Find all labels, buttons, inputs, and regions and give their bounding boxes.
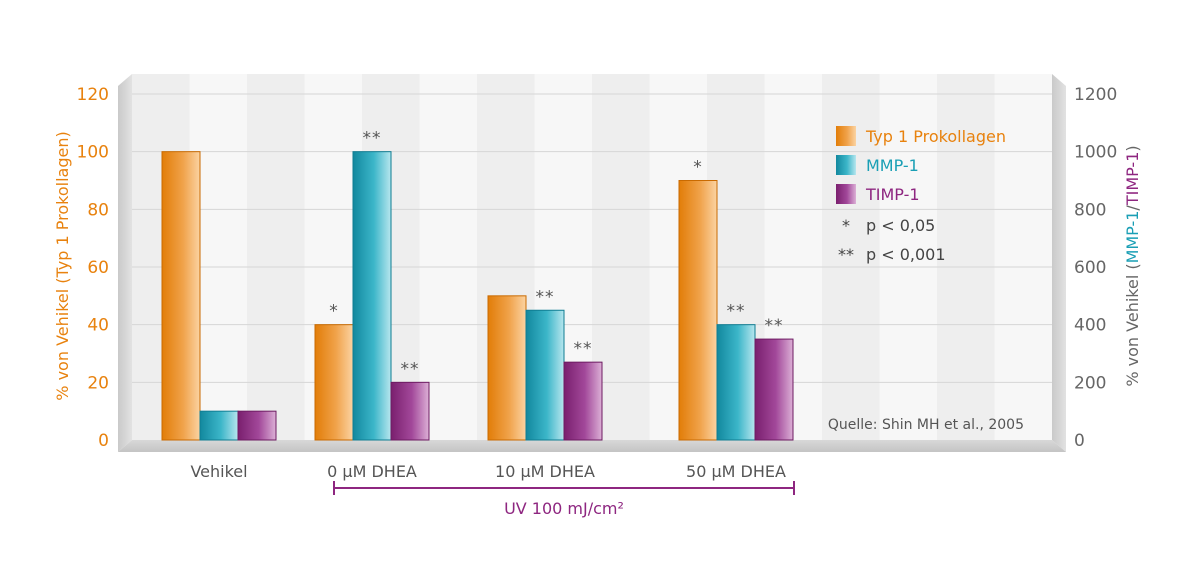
plot-stripe: [879, 74, 937, 440]
significance-marker: *: [693, 158, 703, 178]
plot-stripe: [937, 74, 995, 440]
bars: [161, 151, 794, 441]
left-tick-label: 80: [87, 200, 109, 220]
legend-sig-text-2: p < 0,001: [866, 245, 946, 264]
bar-mmp1: [716, 324, 756, 441]
legend-swatch-timp1: [836, 184, 856, 204]
significance-marker: **: [363, 129, 382, 149]
significance-marker: **: [536, 287, 555, 307]
gridlines: [132, 93, 1052, 383]
left-tick-label: 60: [87, 258, 109, 278]
left-wall: [118, 74, 132, 452]
legend-label-mmp1: MMP-1: [866, 156, 919, 175]
source-note: Quelle: Shin MH et al., 2005: [828, 417, 1024, 433]
significance-marker: **: [765, 316, 784, 336]
bar-mmp1: [199, 410, 239, 441]
right-tick-label: 1200: [1074, 85, 1117, 105]
left-axis-title: % von Vehikel (Typ 1 Prokollagen): [53, 131, 72, 400]
legend-sig-symbol-2: **: [838, 245, 854, 264]
right-axis-title-prefix: % von Vehikel (: [1123, 263, 1142, 386]
category-label: Vehikel: [190, 462, 247, 481]
legend-sig-text-1: p < 0,05: [866, 216, 935, 235]
right-tick-label: 400: [1074, 316, 1106, 336]
category-labels: Vehikel 0 µM DHEA 10 µM DHEA 50 µM DHEA: [190, 462, 786, 481]
right-tick-label: 200: [1074, 373, 1106, 393]
bar-timp1: [390, 381, 430, 441]
bar-typ1: [314, 324, 354, 441]
legend-label-typ1: Typ 1 Prokollagen: [865, 127, 1006, 146]
uv-bracket: UV 100 mJ/cm²: [333, 481, 795, 518]
left-tick-label: 100: [77, 143, 109, 163]
right-tick-label: 800: [1074, 200, 1106, 220]
left-axis-ticks: 0 20 40 60 80 100 120: [77, 85, 109, 451]
bar-timp1: [754, 338, 794, 441]
bar-timp1: [563, 361, 603, 441]
right-tick-label: 600: [1074, 258, 1106, 278]
left-tick-label: 0: [98, 431, 109, 451]
left-tick-label: 120: [77, 85, 109, 105]
bar-typ1: [161, 151, 201, 441]
uv-bracket-label: UV 100 mJ/cm²: [504, 499, 624, 518]
significance-marker: **: [727, 302, 746, 322]
right-axis-title-timp1: TIMP-1: [1123, 152, 1142, 207]
category-label: 50 µM DHEA: [686, 462, 786, 481]
bar-mmp1: [352, 151, 392, 441]
bar-typ1: [678, 180, 718, 441]
floor: [118, 440, 1066, 452]
right-axis-ticks: 0 200 400 600 800 1000 1200: [1074, 85, 1117, 451]
legend-swatch-mmp1: [836, 155, 856, 175]
bar-mmp1: [525, 309, 565, 441]
significance-marker: **: [401, 359, 420, 379]
category-label: 0 µM DHEA: [327, 462, 417, 481]
bar-typ1: [487, 295, 527, 441]
significance-markers: **************: [329, 129, 784, 380]
plot-stripe: [994, 74, 1052, 440]
left-tick-label: 20: [87, 373, 109, 393]
legend-sig-symbol-1: *: [842, 216, 850, 235]
right-tick-label: 0: [1074, 431, 1085, 451]
left-tick-label: 40: [87, 316, 109, 336]
right-wall: [1052, 74, 1066, 452]
significance-marker: *: [329, 302, 339, 322]
plot-stripe: [247, 74, 305, 440]
right-axis-title: % von Vehikel (MMP-1/TIMP-1): [1123, 145, 1142, 386]
right-axis-title-mmp1: MMP-1: [1123, 211, 1142, 264]
plot-stripe: [419, 74, 477, 440]
right-axis-title-sep: /: [1123, 205, 1142, 211]
right-tick-label: 1000: [1074, 143, 1117, 163]
legend-label-timp1: TIMP-1: [865, 185, 920, 204]
bar-timp1: [237, 410, 277, 441]
legend: Typ 1 Prokollagen MMP-1 TIMP-1 * p < 0,0…: [836, 126, 1006, 264]
legend-swatch-typ1: [836, 126, 856, 146]
category-label: 10 µM DHEA: [495, 462, 595, 481]
significance-marker: **: [574, 339, 593, 359]
right-axis-title-suffix: ): [1123, 145, 1142, 151]
